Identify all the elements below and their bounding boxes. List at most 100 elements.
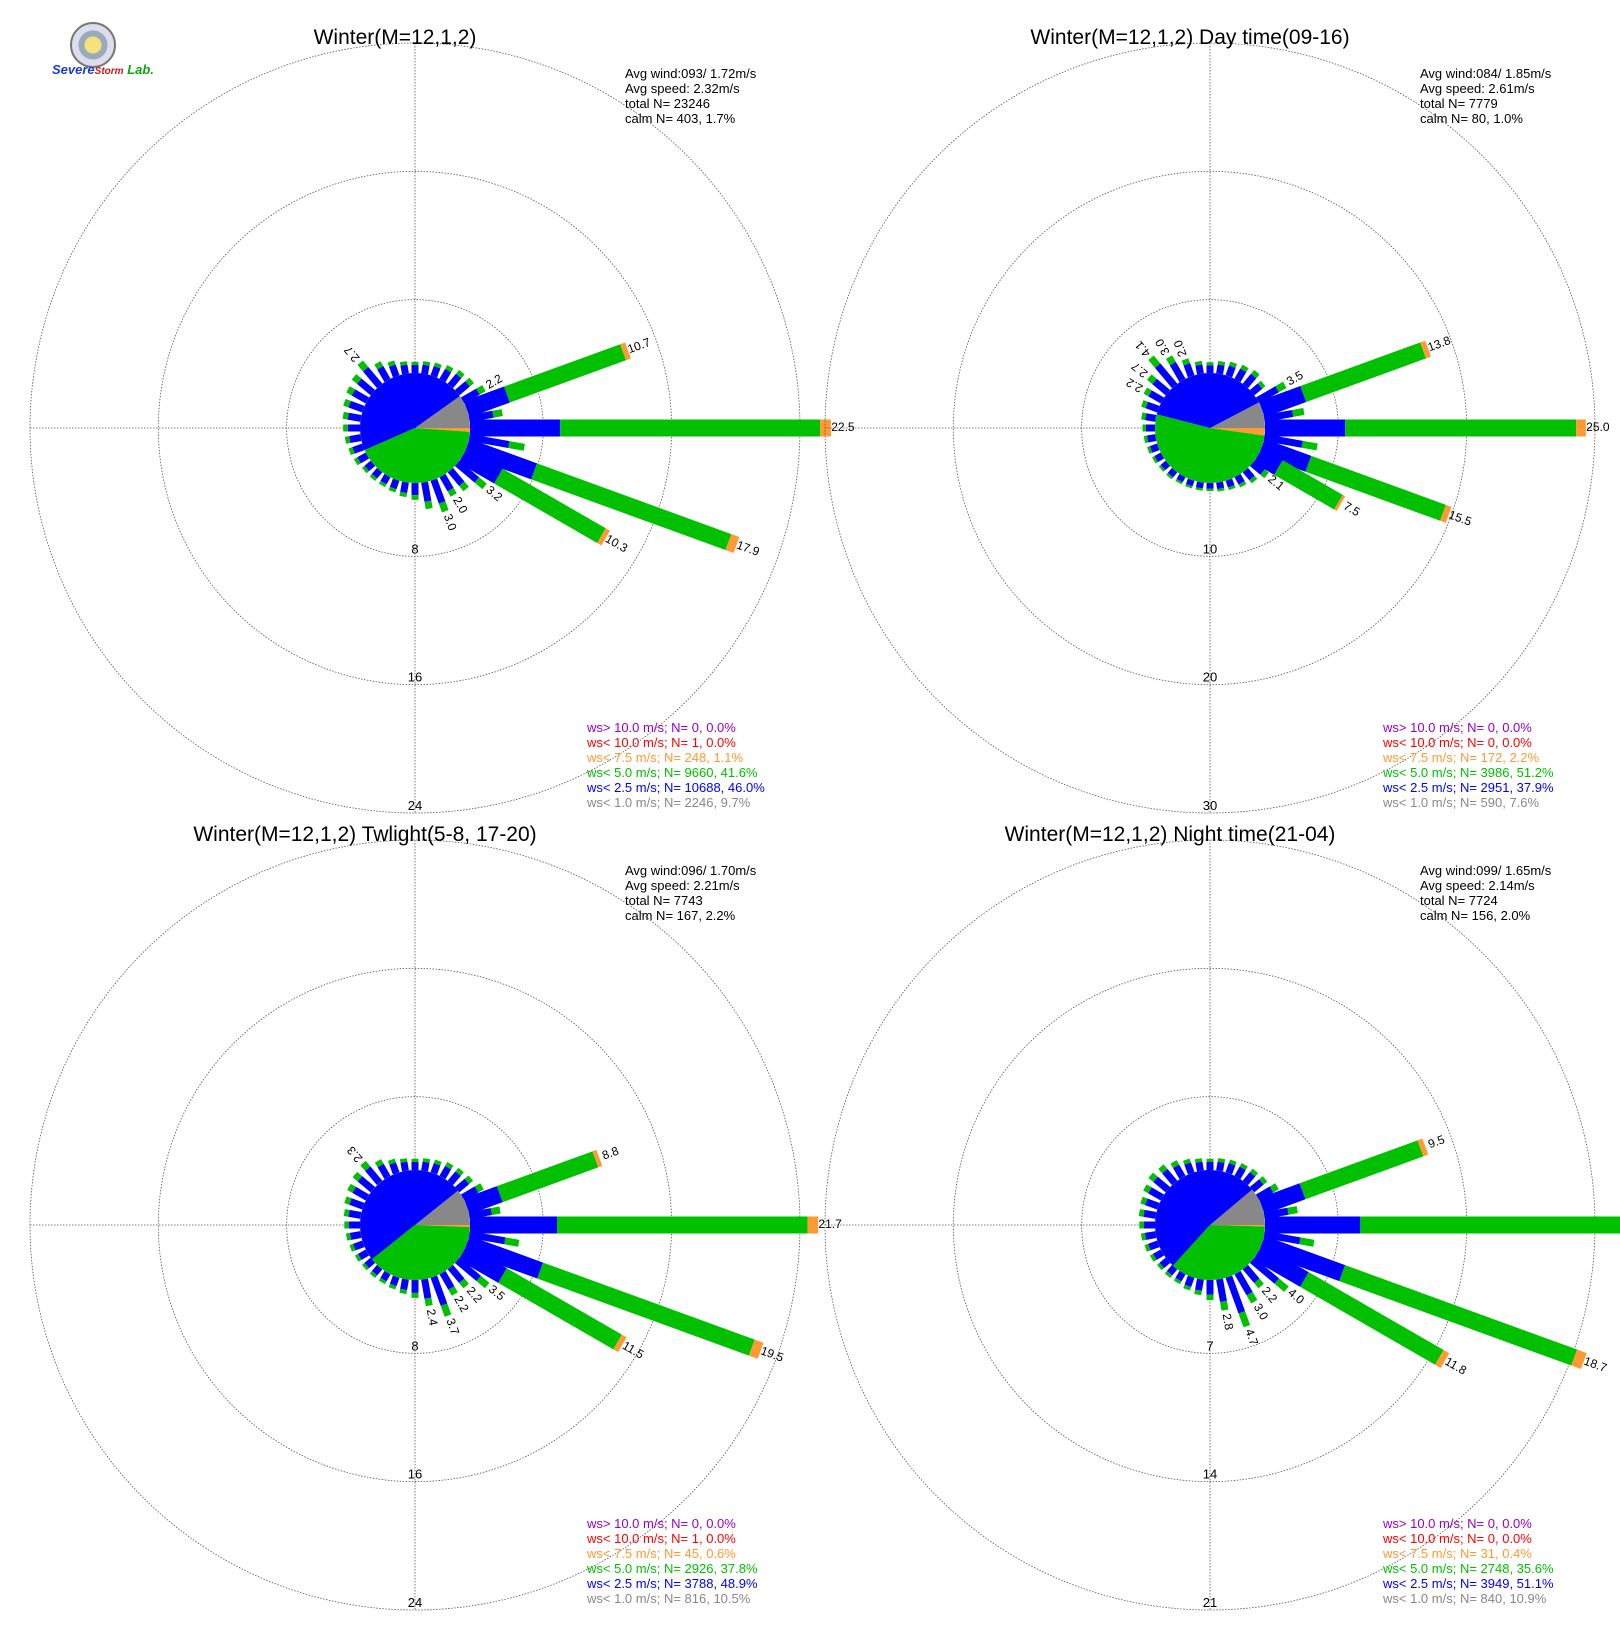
petal-segment-lt5 (1300, 342, 1427, 403)
petal-segment-lt5 (531, 463, 732, 551)
petal-label: 21.7 (818, 1217, 842, 1231)
petal-segment-lt5 (1140, 1232, 1147, 1241)
petal-segment-lt7_5 (620, 342, 631, 361)
petal-segment-lt2_5 (463, 1235, 544, 1279)
petal-segment-lt5 (374, 361, 384, 370)
calm-pie-lt1 (415, 396, 470, 428)
petal-segment-lt2_5 (1184, 1162, 1195, 1175)
petal-segment-lt5 (1249, 475, 1258, 484)
petal-segment-lt5 (494, 468, 606, 543)
petal-label: 22.5 (831, 420, 855, 434)
petal-segment-lt2_5 (1148, 390, 1165, 404)
petal-segment-lt5 (1250, 369, 1260, 379)
petal-segment-lt5 (369, 1271, 378, 1278)
petal-label: 11.8 (1443, 1354, 1470, 1378)
petal-segment-lt2_5 (1255, 1186, 1274, 1201)
petal-segment-lt5 (1360, 1216, 1620, 1234)
petal-segment-lt2_5 (353, 1240, 365, 1251)
petal-segment-lt2_5 (1167, 467, 1178, 478)
petal-segment-lt5 (422, 361, 431, 366)
petal-segment-lt2_5 (458, 1245, 507, 1283)
petal-segment-lt5 (1269, 1183, 1279, 1193)
petal-segment-lt5 (424, 1297, 433, 1307)
petal-segment-lt2_5 (439, 1270, 455, 1290)
petal-segment-lt2_5 (430, 366, 441, 378)
legend-entry: ws< 10.0 m/s; N= 0, 0.0% (1382, 735, 1532, 750)
petal-segment-lt5 (374, 1159, 384, 1168)
petal-segment-lt2_5 (454, 460, 480, 483)
petal-segment-lt5 (344, 1196, 352, 1205)
petal-segment-lt5 (1257, 380, 1266, 389)
petal-segment-lt2_5 (349, 434, 362, 443)
petal-segment-lt5 (1166, 355, 1176, 366)
petal-segment-lt2_5 (1144, 1231, 1157, 1240)
petal-segment-lt5 (1143, 435, 1149, 444)
petal-segment-lt5 (1139, 1221, 1144, 1229)
petal-segment-lt5 (438, 501, 449, 513)
petal-segment-lt2_5 (389, 1275, 400, 1287)
chart-title: Winter(M=12,1,2) Night time(21-04) (1005, 823, 1336, 846)
petal-segment-lt2_5 (411, 1161, 419, 1170)
petal-segment-lt5 (1287, 1206, 1298, 1215)
petal-segment-lt2_5 (1242, 1264, 1260, 1283)
petal-segment-lt5 (411, 1158, 419, 1162)
petal-label: 3.0 (441, 512, 460, 533)
petal-segment-lt5 (1275, 381, 1287, 393)
petal-segment-lt2_5 (470, 419, 561, 437)
petal-segment-lt5 (357, 360, 369, 372)
petal-segment-lt5 (346, 386, 356, 396)
petal-label: 3.7 (443, 1316, 462, 1337)
petal-segment-lt2_5 (400, 481, 409, 494)
petal-segment-lt5 (1274, 460, 1343, 510)
petal-segment-lt5 (1301, 440, 1318, 451)
petal-segment-lt2_5 (351, 389, 370, 404)
petal-segment-lt5 (474, 1183, 484, 1193)
petal-segment-lt5 (1217, 360, 1226, 366)
petal-segment-lt7_5 (613, 1334, 627, 1353)
legend-entry: ws< 1.0 m/s; N= 590, 7.6% (1382, 795, 1540, 810)
petal-segment-lt2_5 (1195, 481, 1204, 489)
petal-segment-lt5 (362, 465, 369, 474)
petal-segment-lt5 (388, 486, 397, 493)
petal-segment-lt2_5 (357, 1249, 370, 1260)
petal-segment-lt5 (344, 1221, 349, 1229)
petal-segment-lt2_5 (1149, 443, 1160, 453)
petal-segment-lt5 (1299, 1140, 1424, 1200)
petal-segment-lt2_5 (364, 1257, 376, 1269)
petal-segment-lt2_5 (430, 1275, 448, 1306)
petal-segment-lt5 (353, 457, 361, 466)
chart-title: Winter(M=12,1,2) Day time(09-16) (1030, 26, 1349, 49)
petal-segment-lt2_5 (1166, 1264, 1178, 1276)
petal-label: 19.5 (759, 1344, 786, 1365)
petal-segment-lt5 (490, 1206, 501, 1215)
petal-segment-lt5 (1194, 1158, 1203, 1163)
petal-segment-lt5 (344, 436, 351, 444)
ring-label: 30 (1203, 798, 1217, 813)
legend-entry: ws< 5.0 m/s; N= 9660, 41.6% (586, 765, 758, 780)
petal-segment-lt5 (445, 365, 454, 373)
petal-segment-lt5 (496, 1151, 599, 1203)
petal-segment-lt2_5 (439, 368, 452, 383)
petal-segment-lt2_5 (400, 364, 409, 375)
calm-pie-lt5 (1155, 414, 1265, 483)
petal-segment-lt2_5 (411, 483, 419, 496)
petal-segment-lt5 (343, 424, 348, 432)
petal-segment-lt2_5 (1216, 1161, 1225, 1172)
legend-entry: ws> 10.0 m/s; N= 0, 0.0% (586, 1516, 736, 1531)
petal-segment-lt5 (351, 374, 362, 384)
petal-segment-lt2_5 (380, 1270, 391, 1282)
petal-label: 25.0 (1586, 420, 1610, 434)
petal-segment-lt5 (347, 1183, 356, 1193)
petal-segment-lt2_5 (447, 1264, 465, 1283)
petal-segment-lt5 (1147, 446, 1153, 454)
petal-segment-lt2_5 (349, 1198, 365, 1210)
petal-segment-lt5 (1157, 1262, 1164, 1271)
petal-segment-lt5 (508, 441, 525, 451)
petal-segment-lt2_5 (1265, 419, 1346, 437)
legend-entry: ws< 5.0 m/s; N= 3986, 51.2% (1382, 765, 1554, 780)
calm-pie-lt2_5 (360, 373, 460, 451)
petal-label: 10.7 (626, 335, 653, 356)
petal-segment-lt2_5 (1146, 434, 1157, 443)
petal-segment-lt2_5 (421, 1278, 432, 1299)
petal-segment-lt7_5 (1435, 1350, 1450, 1369)
